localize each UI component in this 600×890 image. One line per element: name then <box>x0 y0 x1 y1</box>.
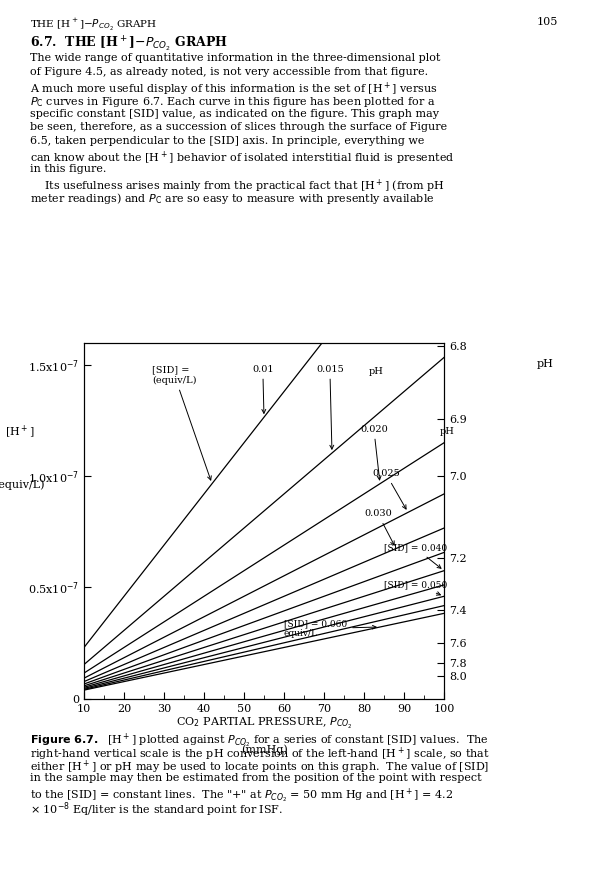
Text: 105: 105 <box>536 17 558 27</box>
Text: meter readings) and $P_{\rm C}$ are so easy to measure with presently available: meter readings) and $P_{\rm C}$ are so e… <box>30 191 434 206</box>
Text: 6.5, taken perpendicular to the [SID] axis. In principle, everything we: 6.5, taken perpendicular to the [SID] ax… <box>30 136 424 146</box>
Text: 6.7.  THE [H$^+$]$-$$P_{CO_2}$ GRAPH: 6.7. THE [H$^+$]$-$$P_{CO_2}$ GRAPH <box>30 34 228 53</box>
Text: [SID] = 0.040: [SID] = 0.040 <box>384 544 447 569</box>
Text: to the [SID] = constant lines.  The "+" at $P_{CO_2}$ = 50 mm Hg and [H$^+$] = 4: to the [SID] = constant lines. The "+" a… <box>30 787 453 805</box>
Text: 0.030: 0.030 <box>364 509 394 545</box>
Text: be seen, therefore, as a succession of slices through the surface of Figure: be seen, therefore, as a succession of s… <box>30 123 447 133</box>
Text: (equiv/L): (equiv/L) <box>0 480 44 490</box>
Text: $P_{\rm C}$ curves in Figure 6.7. Each curve in this figure has been plotted for: $P_{\rm C}$ curves in Figure 6.7. Each c… <box>30 95 435 109</box>
Text: 0.015: 0.015 <box>316 365 344 449</box>
Text: $\mathbf{Figure\ 6.7.}$  [H$^+$] plotted against $P_{CO_2}$ for a series of cons: $\mathbf{Figure\ 6.7.}$ [H$^+$] plotted … <box>30 732 488 750</box>
Text: pH: pH <box>368 367 383 376</box>
X-axis label: CO$_2$ PARTIAL PRESSURE, $P_{CO_2}$

(mmHg): CO$_2$ PARTIAL PRESSURE, $P_{CO_2}$ (mmH… <box>176 716 352 756</box>
Text: Its usefulness arises mainly from the practical fact that [H$^+$] (from pH: Its usefulness arises mainly from the pr… <box>30 178 445 195</box>
Text: specific constant [SID] value, as indicated on the figure. This graph may: specific constant [SID] value, as indica… <box>30 109 439 118</box>
Text: [SID] =
(equiv/L): [SID] = (equiv/L) <box>152 365 211 480</box>
Text: in the sample may then be estimated from the position of the point with respect: in the sample may then be estimated from… <box>30 773 482 783</box>
Text: THE [H$^+$]$-$$P_{CO_2}$ GRAPH: THE [H$^+$]$-$$P_{CO_2}$ GRAPH <box>30 17 157 33</box>
Text: 0.025: 0.025 <box>372 469 406 509</box>
Text: [SID] = 0.060
equiv/L: [SID] = 0.060 equiv/L <box>284 619 376 638</box>
Text: 0.020: 0.020 <box>360 425 388 480</box>
Text: $\times$ 10$^{-8}$ Eq/liter is the standard point for ISF.: $\times$ 10$^{-8}$ Eq/liter is the stand… <box>30 801 283 819</box>
Text: in this figure.: in this figure. <box>30 164 106 174</box>
Text: The wide range of quantitative information in the three-dimensional plot: The wide range of quantitative informati… <box>30 53 440 63</box>
Text: pH: pH <box>440 427 455 436</box>
Text: A much more useful display of this information is the set of [H$^+$] versus: A much more useful display of this infor… <box>30 81 438 98</box>
Text: 0.01: 0.01 <box>252 365 274 413</box>
Text: [SID] = 0.050: [SID] = 0.050 <box>384 580 447 595</box>
Text: pH: pH <box>536 359 553 369</box>
Text: can know about the [H$^+$] behavior of isolated interstitial fluid is presented: can know about the [H$^+$] behavior of i… <box>30 150 454 167</box>
Text: of Figure 4.5, as already noted, is not very accessible from that figure.: of Figure 4.5, as already noted, is not … <box>30 68 428 77</box>
Text: right-hand vertical scale is the pH conversion of the left-hand [H$^+$] scale, s: right-hand vertical scale is the pH conv… <box>30 746 490 763</box>
Text: [H$^+$]: [H$^+$] <box>5 424 34 440</box>
Text: either [H$^+$] or pH may be used to locate points on this graph.  The value of [: either [H$^+$] or pH may be used to loca… <box>30 759 490 776</box>
